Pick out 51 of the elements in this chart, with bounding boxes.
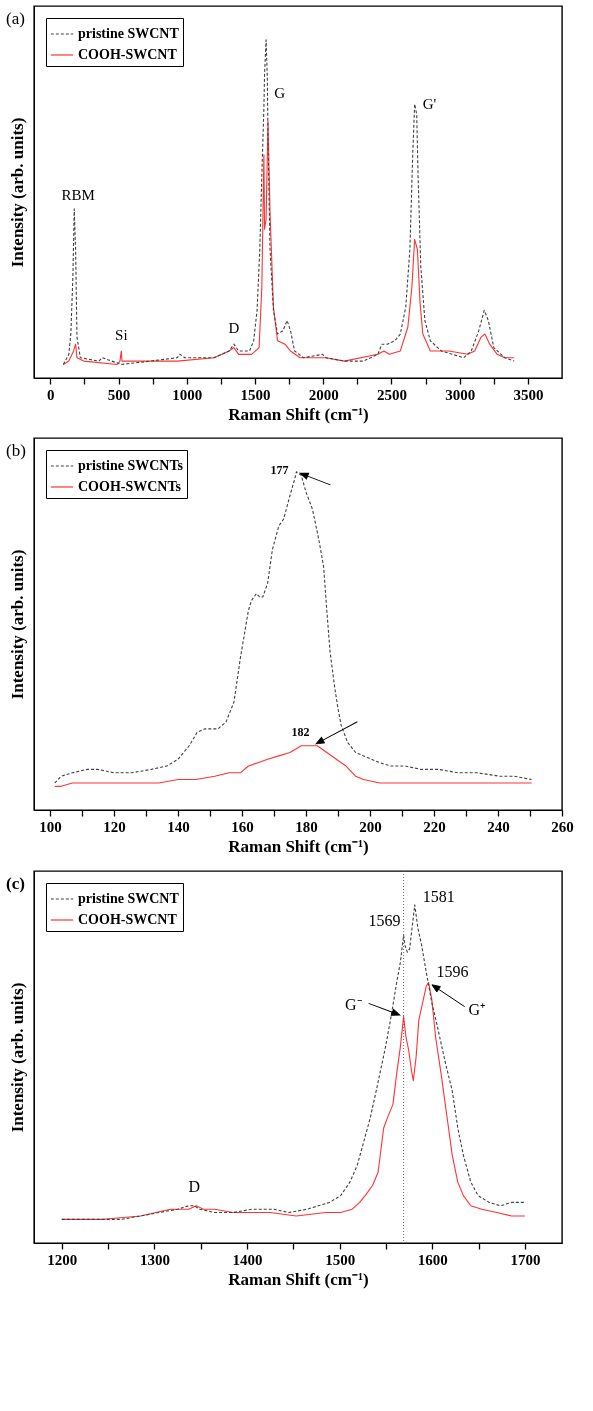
x-tick-label: 3500 <box>513 386 544 403</box>
y-axis-title: Intensity (arb. units) <box>7 982 27 1133</box>
x-tick-label: 2500 <box>376 386 407 403</box>
annotation: G⁻ <box>345 996 362 1014</box>
x-axis-title: Raman Shift (cm⁻¹) <box>228 404 369 424</box>
annotation: 182 <box>291 724 310 739</box>
annotation: D <box>228 320 240 337</box>
legend-label: COOH-SWCNTs <box>78 479 182 494</box>
x-tick-label: 100 <box>39 818 62 835</box>
chart-title: (c) <box>6 873 25 893</box>
legend-label: COOH-SWCNT <box>78 47 178 62</box>
legend-label: pristine SWCNT <box>78 26 180 41</box>
annotation: G⁺ <box>468 1000 486 1018</box>
x-tick-label: 2000 <box>308 386 339 403</box>
chart-title: (a) <box>6 9 25 28</box>
annotation: D <box>188 1177 201 1195</box>
y-axis-title: Intensity (arb. units) <box>7 549 27 700</box>
x-tick-label: 200 <box>359 818 382 835</box>
x-tick-label: 0 <box>47 386 55 403</box>
x-tick-label: 220 <box>423 818 446 835</box>
annotation: 177 <box>270 462 289 477</box>
legend-label: COOH-SWCNT <box>78 912 178 927</box>
x-tick-label: 1000 <box>172 386 203 403</box>
x-tick-label: 1200 <box>47 1251 78 1268</box>
x-tick-label: 3000 <box>445 386 476 403</box>
x-tick-label: 260 <box>551 818 574 835</box>
x-tick-label: 120 <box>103 818 126 835</box>
x-axis-title: Raman Shift (cm⁻¹) <box>228 1269 369 1289</box>
y-axis-title: Intensity (arb. units) <box>7 117 27 268</box>
x-tick-label: 1500 <box>240 386 271 403</box>
x-tick-label: 140 <box>167 818 190 835</box>
x-tick-label: 160 <box>231 818 254 835</box>
annotation: 1581 <box>422 887 455 905</box>
annotation: Si <box>115 326 128 343</box>
x-tick-label: 1400 <box>232 1251 263 1268</box>
annotation: 1569 <box>368 912 401 930</box>
x-tick-label: 240 <box>487 818 510 835</box>
x-tick-label: 1500 <box>325 1251 356 1268</box>
legend-label: pristine SWCNT <box>78 891 180 906</box>
annotation: 1596 <box>436 962 469 980</box>
x-tick-label: 1700 <box>510 1251 541 1268</box>
x-tick-label: 180 <box>295 818 318 835</box>
x-tick-label: 500 <box>107 386 131 403</box>
annotation: G <box>274 85 286 102</box>
x-axis-title: Raman Shift (cm⁻¹) <box>228 836 369 856</box>
annotation: G' <box>422 96 437 113</box>
annotation: RBM <box>61 186 95 203</box>
x-tick-label: 1600 <box>417 1251 448 1268</box>
chart-title: (b) <box>6 441 26 460</box>
x-tick-label: 1300 <box>139 1251 170 1268</box>
legend-label: pristine SWCNTs <box>78 458 184 473</box>
